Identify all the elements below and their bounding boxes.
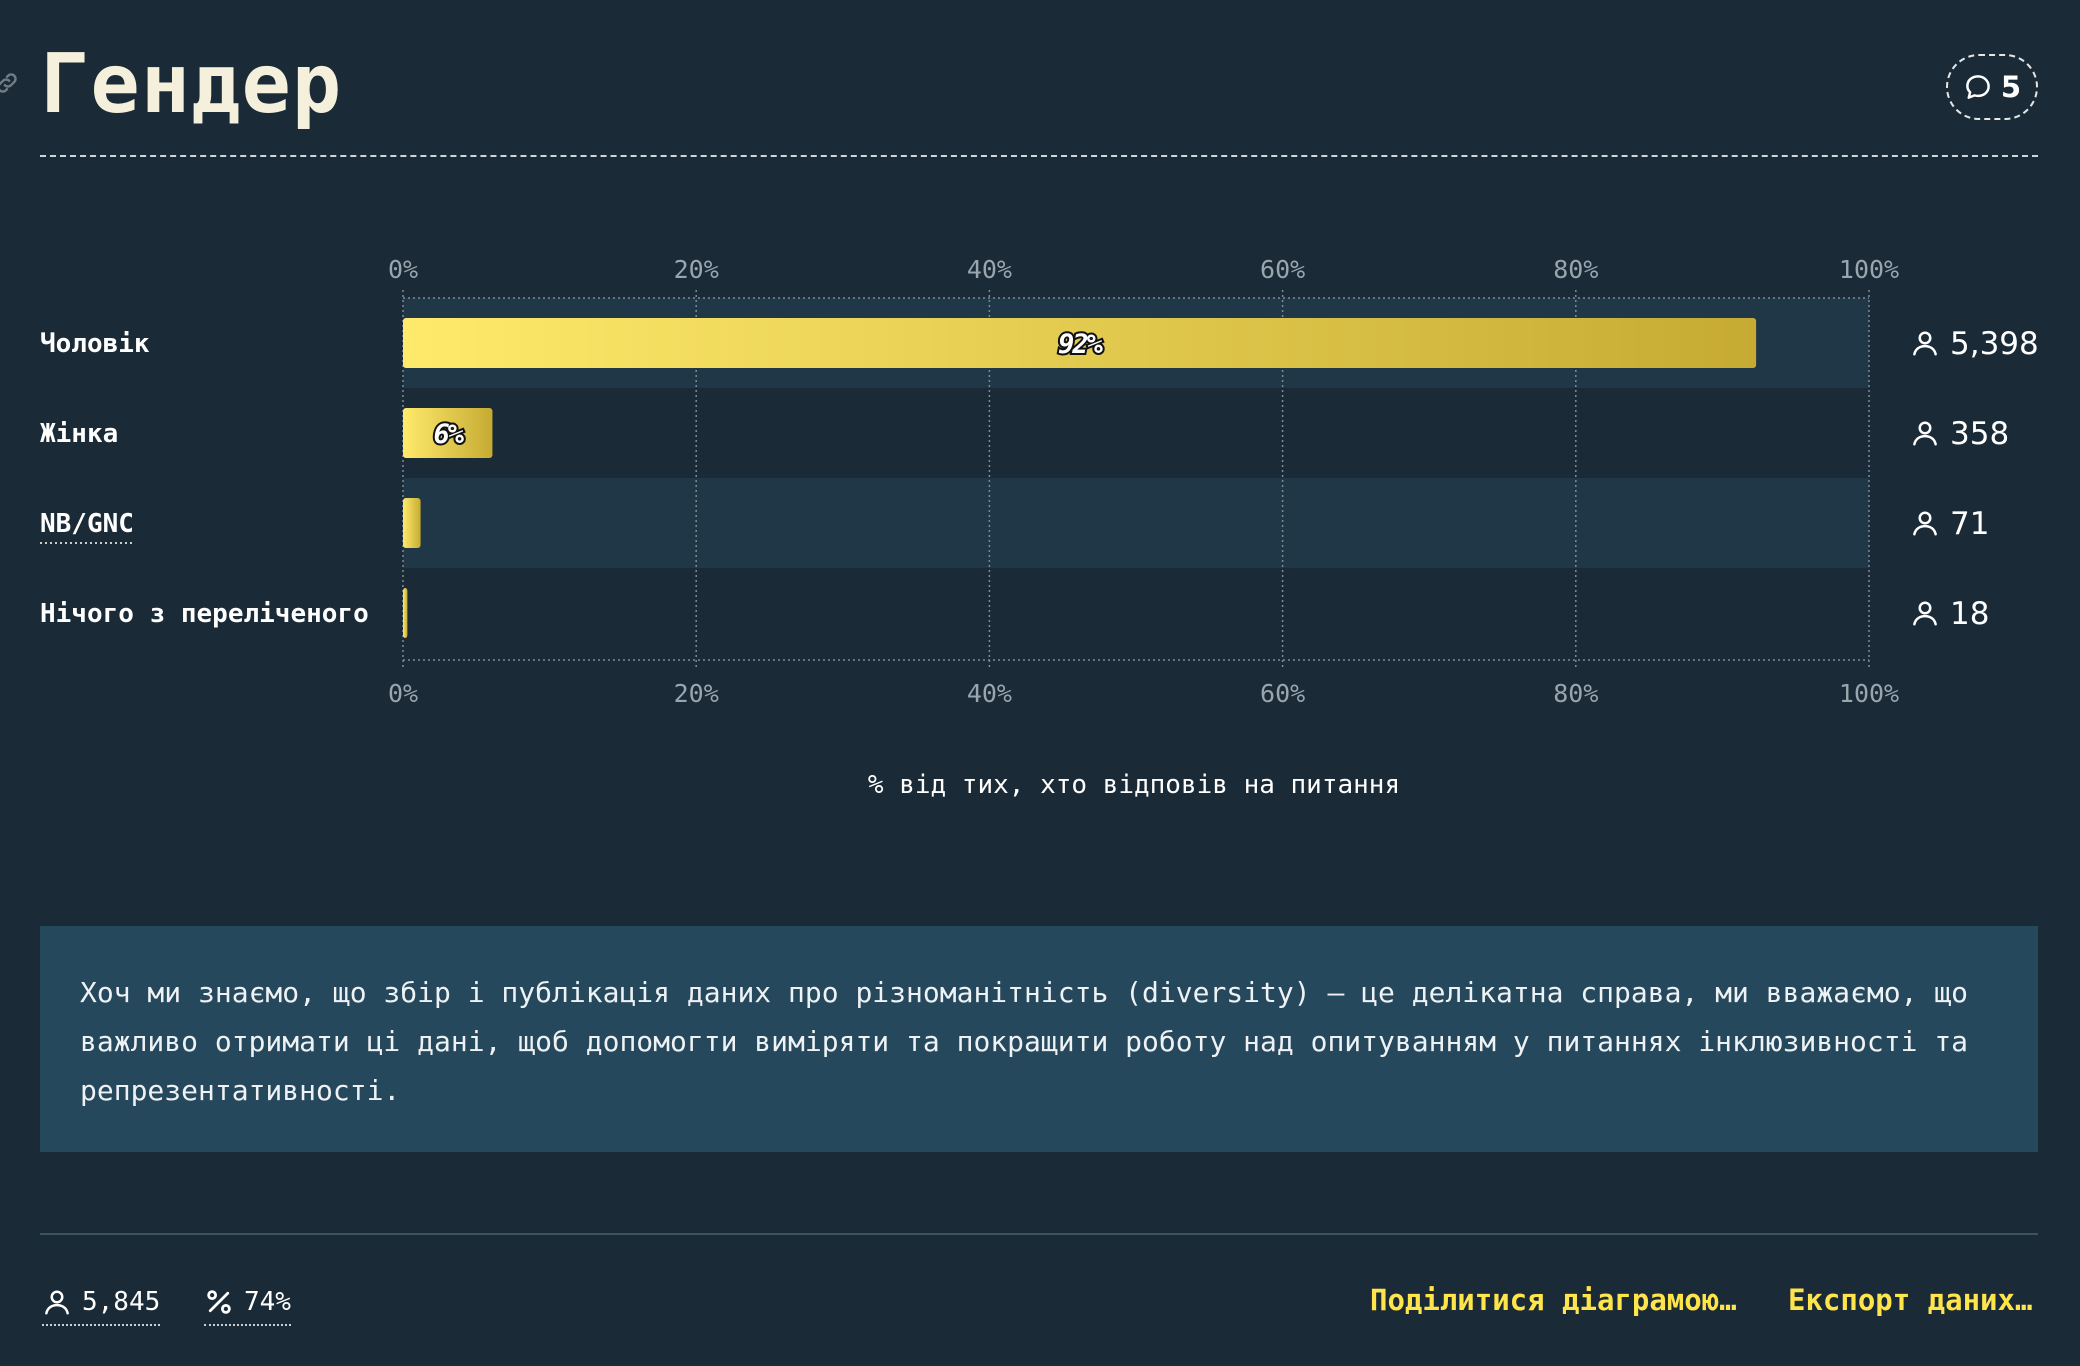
category-label: Нічого з переліченого	[40, 599, 369, 629]
page-title: Гендер	[40, 37, 343, 132]
x-tick-label-bottom: 40%	[967, 679, 1012, 708]
comment-count: 5	[2000, 70, 2022, 104]
title-divider	[40, 155, 2038, 157]
person-icon	[1913, 421, 1937, 446]
x-tick-label-bottom: 100%	[1839, 679, 1899, 708]
respondent-count: 358	[1950, 416, 2009, 452]
bar[interactable]	[403, 588, 408, 638]
category-label: Жінка	[40, 419, 118, 449]
x-tick-label-bottom: 20%	[674, 679, 719, 708]
response-rate-value: 74%	[244, 1287, 291, 1317]
person-icon	[1913, 331, 1937, 356]
gender-bar-chart: 0% 0% 20% 20% 40% 40% 60% 60% 80% 80% 100% 100% 92% Ч…	[40, 255, 2039, 800]
respondent-count: 5,398	[1950, 326, 2039, 362]
respondent-count: 71	[1950, 506, 1989, 542]
x-tick-label-bottom: 80%	[1553, 679, 1598, 708]
bar-value-label: 6%	[433, 419, 464, 450]
speech-bubble-icon	[1966, 75, 1990, 99]
response-rate-stat[interactable]: 74%	[204, 1282, 291, 1326]
row-stripe	[403, 478, 1869, 568]
x-tick-label-top: 0%	[388, 255, 418, 284]
comments-button[interactable]: 5	[1946, 54, 2038, 120]
x-tick-label-bottom: 60%	[1260, 679, 1305, 708]
respondents-stat[interactable]: 5,845	[42, 1282, 161, 1326]
x-tick-label-top: 80%	[1553, 255, 1598, 284]
respondent-count: 18	[1950, 596, 1989, 632]
x-tick-label-top: 100%	[1839, 255, 1899, 284]
percent-icon	[207, 1290, 231, 1314]
x-axis-label: % від тих, хто відповів на питання	[868, 770, 1400, 800]
x-tick-label-top: 40%	[967, 255, 1012, 284]
person-icon	[45, 1290, 69, 1315]
share-chart-button[interactable]: Поділитися діаграмою…	[1370, 1283, 1737, 1317]
respondents-count: 5,845	[82, 1287, 161, 1317]
category-label: Чоловік	[40, 329, 150, 359]
link-icon[interactable]	[0, 70, 20, 96]
person-icon	[1913, 601, 1937, 626]
footer-divider	[40, 1233, 2038, 1235]
bar[interactable]	[403, 408, 493, 458]
x-tick-label-bottom: 0%	[388, 679, 418, 708]
x-tick-label-top: 20%	[674, 255, 719, 284]
info-note: Хоч ми знаємо, що збір і публікація дани…	[40, 926, 2038, 1152]
export-data-button[interactable]: Експорт даних…	[1788, 1283, 2033, 1317]
bar[interactable]	[403, 318, 1757, 368]
person-icon	[1913, 511, 1937, 536]
bar[interactable]	[403, 498, 421, 548]
x-tick-label-top: 60%	[1260, 255, 1305, 284]
bar-value-label: 92%	[1058, 329, 1104, 360]
category-label[interactable]: NB/GNC	[40, 509, 134, 539]
